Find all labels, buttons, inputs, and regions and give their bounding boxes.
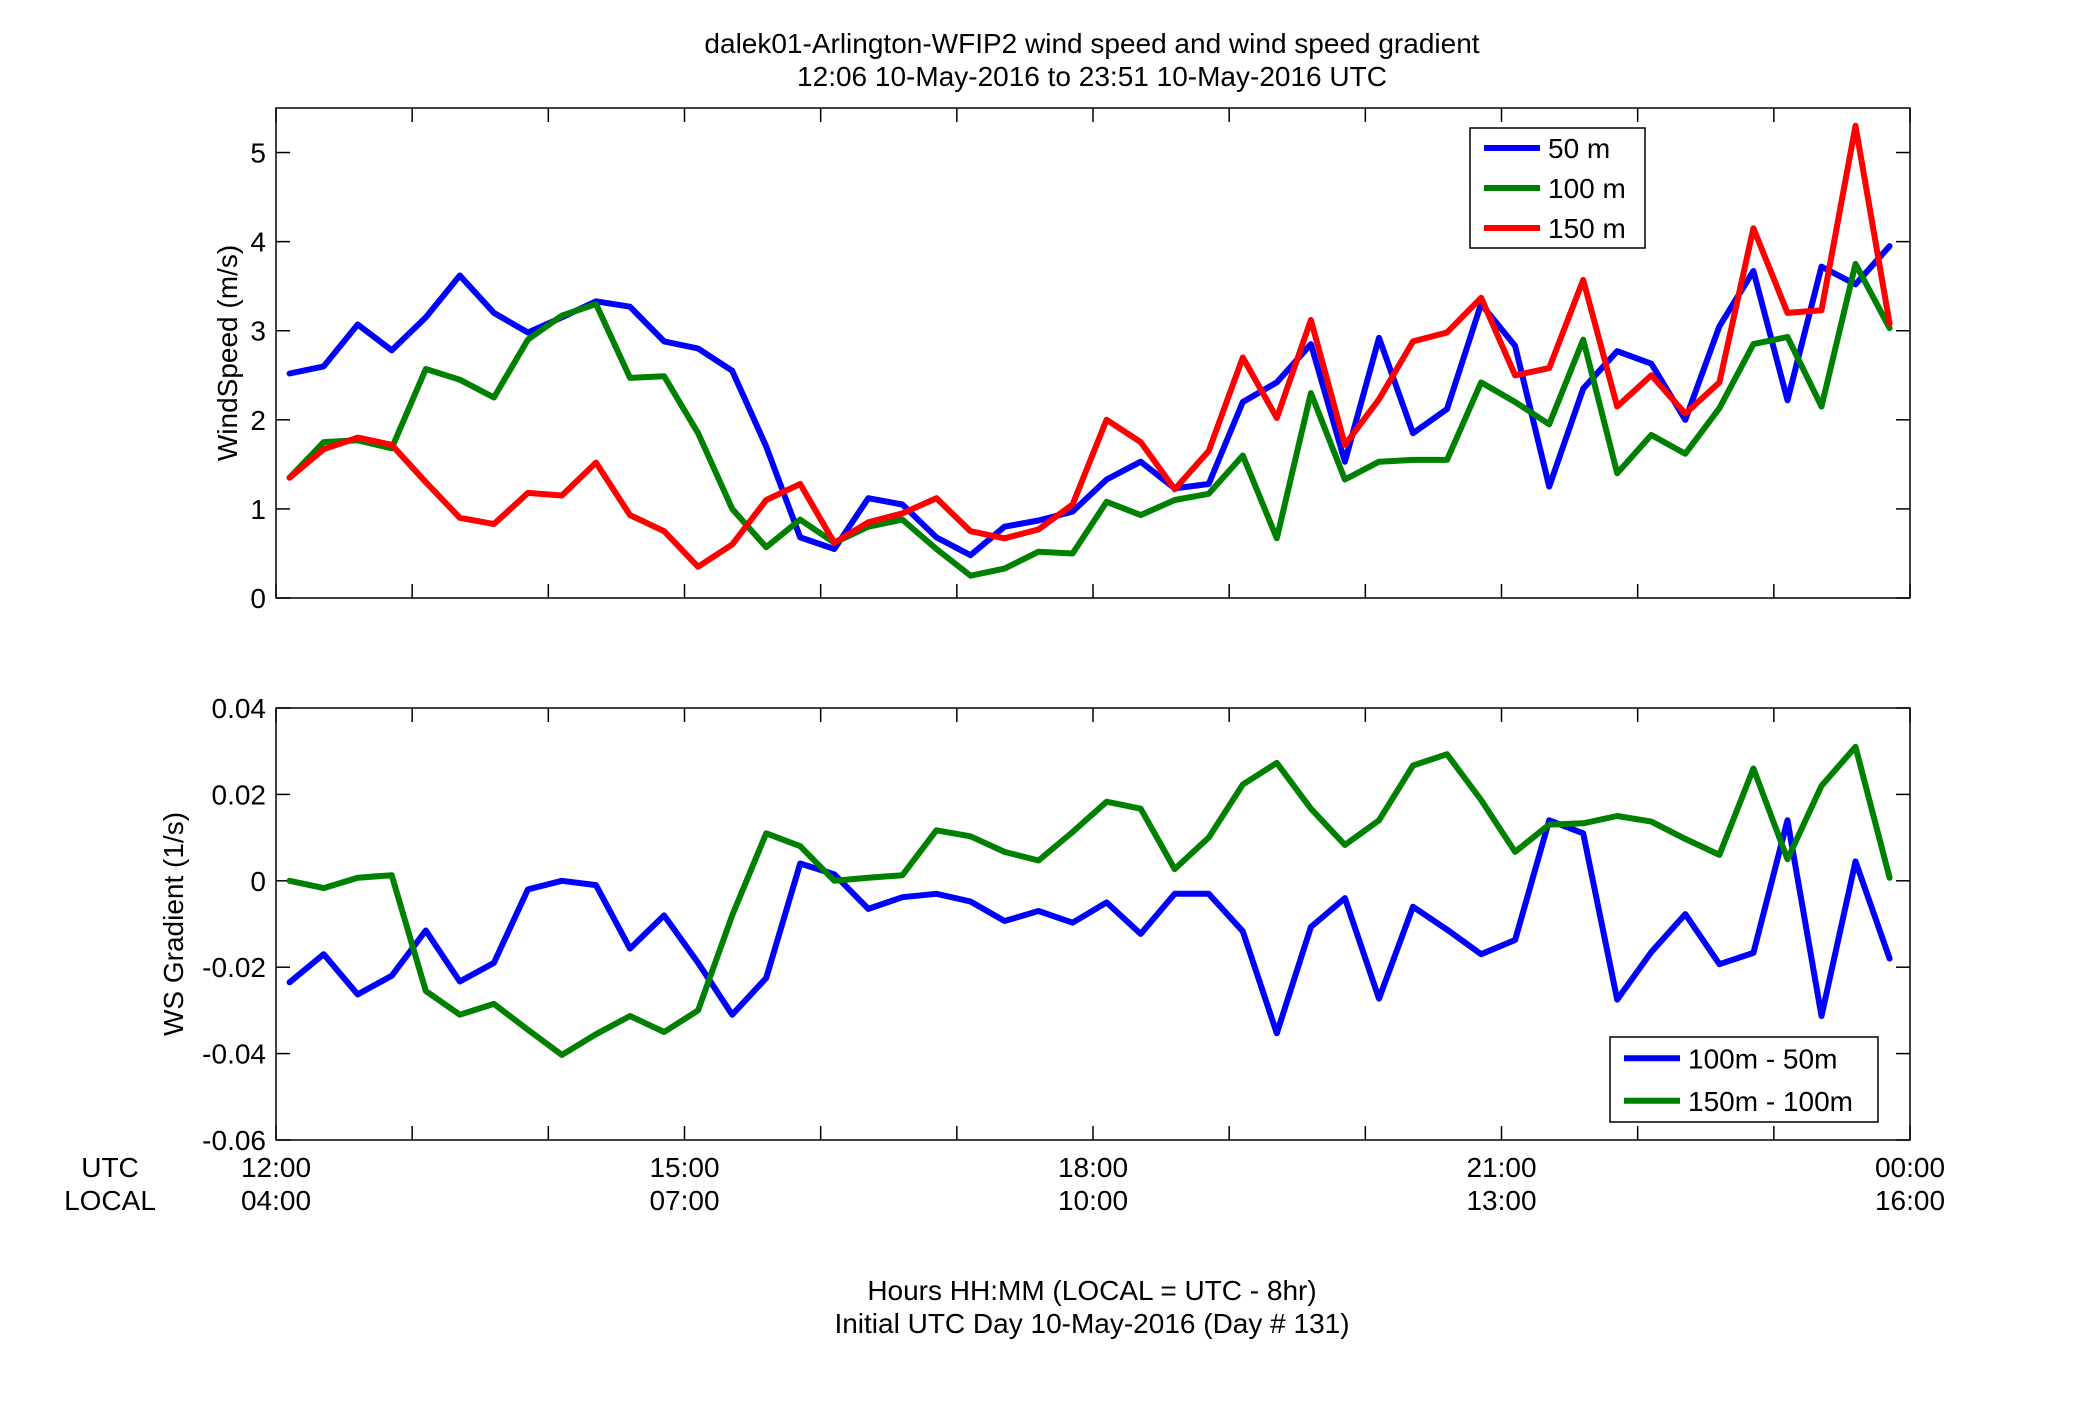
y-tick-label: 3	[250, 316, 266, 347]
legend-entry: 150m - 100m	[1688, 1086, 1853, 1117]
y-tick-label: 5	[250, 138, 266, 169]
utc-label: UTC	[81, 1152, 139, 1183]
y-tick-label: 0.04	[212, 693, 267, 724]
local-label: LOCAL	[64, 1185, 156, 1216]
legend-entry: 100 m	[1548, 173, 1626, 204]
y-tick-label: 2	[250, 405, 266, 436]
x-tick-label-utc: 00:00	[1875, 1152, 1945, 1183]
y-tick-label: -0.04	[202, 1039, 266, 1070]
legend: 100m - 50m 150m - 100m	[1609, 1036, 1879, 1123]
y-tick-label: 0.02	[212, 779, 267, 810]
legend-entry: 100m - 50m	[1688, 1043, 1837, 1074]
x-tick-label-utc: 21:00	[1466, 1152, 1536, 1183]
x-tick-label-local: 13:00	[1466, 1185, 1536, 1216]
series-line-150m-100m	[286, 743, 1893, 1058]
x-tick-label-local: 07:00	[649, 1185, 719, 1216]
x-axis-label-line2: Initial UTC Day 10-May-2016 (Day # 131)	[834, 1308, 1349, 1339]
legend-entry: 150 m	[1548, 213, 1626, 244]
y-tick-label: 0	[250, 866, 266, 897]
x-tick-label-local: 16:00	[1875, 1185, 1945, 1216]
series-line-100m-50m	[286, 817, 1893, 1037]
figure-title-line1: dalek01-Arlington-WFIP2 wind speed and w…	[704, 28, 1479, 59]
x-tick-label-utc: 18:00	[1058, 1152, 1128, 1183]
legend-entry: 50 m	[1548, 133, 1610, 164]
y-axis-label: WS Gradient (1/s)	[158, 812, 189, 1036]
series-line-100-m	[286, 260, 1893, 579]
y-tick-label: -0.06	[202, 1125, 266, 1156]
y-tick-label: 4	[250, 227, 266, 258]
y-tick-label: 1	[250, 494, 266, 525]
legend-box	[1609, 1036, 1879, 1123]
y-tick-label: -0.02	[202, 952, 266, 983]
x-tick-label-utc: 15:00	[649, 1152, 719, 1183]
series-line-150-m	[286, 122, 1893, 570]
wind-speed-panel: 0 1 2 3 4 5 WindSpeed (m/s) 50 m 100 m 150 m	[212, 107, 1911, 614]
y-tick-label: 0	[250, 583, 266, 614]
x-tick-label-local: 04:00	[241, 1185, 311, 1216]
legend: 50 m 100 m 150 m	[1469, 127, 1646, 249]
x-tick-label-utc: 12:00	[241, 1152, 311, 1183]
wind-gradient-panel: -0.06 -0.04 -0.02 0 0.02 0.04 WS Gradient (1/s…	[158, 693, 1911, 1156]
x-axis-label-line1: Hours HH:MM (LOCAL = UTC - 8hr)	[867, 1275, 1316, 1306]
series-line-50-m	[286, 243, 1893, 559]
figure-title-line2: 12:06 10-May-2016 to 23:51 10-May-2016 U…	[797, 61, 1387, 92]
x-tick-label-local: 10:00	[1058, 1185, 1128, 1216]
y-axis-label: WindSpeed (m/s)	[212, 245, 243, 461]
